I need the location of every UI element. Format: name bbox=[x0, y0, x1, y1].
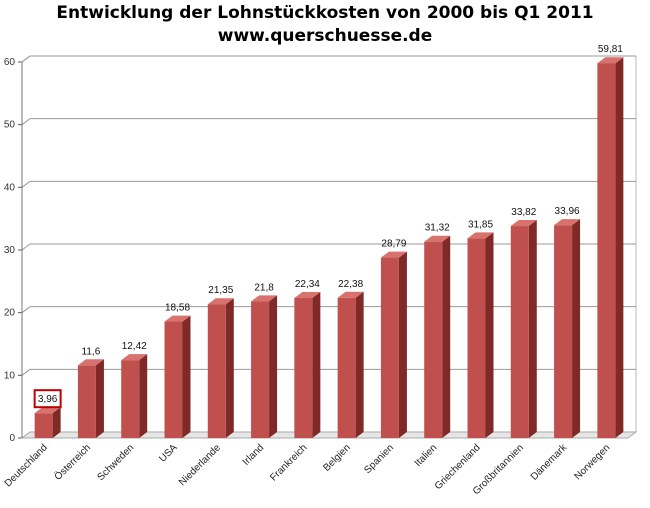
chart-title: Entwicklung der Lohnstückkosten von 2000… bbox=[56, 3, 594, 23]
y-tick-label: 10 bbox=[4, 370, 16, 381]
bar bbox=[121, 360, 140, 438]
bar-top bbox=[164, 315, 191, 322]
data-label: 31,85 bbox=[468, 219, 493, 230]
category-label: Irland bbox=[241, 442, 266, 467]
bar-side bbox=[528, 220, 537, 438]
bar-side bbox=[398, 251, 407, 438]
bar bbox=[467, 238, 486, 438]
data-label: 18,58 bbox=[165, 303, 190, 314]
data-label: 21,35 bbox=[208, 285, 233, 296]
bar-top bbox=[121, 354, 148, 361]
data-label: 12,42 bbox=[122, 341, 147, 352]
category-label: Schweden bbox=[96, 442, 137, 483]
bar bbox=[34, 413, 53, 438]
bar bbox=[207, 304, 226, 438]
data-label: 21,8 bbox=[254, 282, 274, 293]
bar bbox=[510, 226, 529, 438]
bar bbox=[164, 321, 183, 438]
bar-top bbox=[34, 407, 61, 414]
plot-floor bbox=[20, 431, 638, 439]
gridline-depth bbox=[21, 368, 31, 376]
category-label: Belgien bbox=[321, 442, 352, 473]
category-label: Deutschland bbox=[3, 442, 50, 489]
bar bbox=[424, 241, 443, 438]
bar-side bbox=[485, 232, 494, 438]
bar bbox=[251, 301, 270, 438]
category-label: Norwegen bbox=[572, 442, 612, 482]
category-label: Spanien bbox=[362, 442, 396, 476]
bar-top bbox=[380, 251, 407, 258]
bar-side bbox=[52, 407, 61, 438]
bar-top bbox=[294, 292, 321, 299]
y-tick-label: 60 bbox=[4, 57, 16, 68]
y-tick-label: 20 bbox=[4, 308, 16, 319]
bar bbox=[380, 257, 399, 438]
category-label: Österreich bbox=[52, 442, 93, 483]
bar-top bbox=[207, 298, 234, 305]
highlight-box bbox=[33, 389, 62, 409]
data-label: 59,81 bbox=[598, 44, 623, 55]
gridline-depth bbox=[21, 180, 31, 188]
y-tick-label: 50 bbox=[4, 120, 16, 131]
data-label: 22,38 bbox=[338, 279, 363, 290]
bar-top bbox=[337, 291, 364, 298]
y-tick-label: 0 bbox=[9, 433, 15, 444]
bar bbox=[597, 63, 616, 438]
bar-side bbox=[442, 235, 451, 438]
gridline-depth bbox=[21, 118, 31, 126]
category-label: Frankreich bbox=[268, 442, 309, 483]
data-label: 33,96 bbox=[555, 206, 580, 217]
category-label: USA bbox=[157, 442, 180, 465]
gridline-depth bbox=[21, 306, 31, 314]
bar-side bbox=[312, 292, 321, 438]
bar-top bbox=[554, 219, 581, 226]
bar-side bbox=[572, 219, 581, 438]
data-label: 33,82 bbox=[511, 207, 536, 218]
data-label: 31,32 bbox=[425, 223, 450, 234]
bar-top bbox=[424, 235, 451, 242]
bar-side bbox=[615, 57, 624, 438]
bar-top bbox=[77, 359, 104, 366]
bar-side bbox=[182, 315, 191, 438]
bar-side bbox=[269, 295, 278, 438]
bar-top bbox=[597, 57, 624, 64]
category-label: Italien bbox=[413, 442, 440, 469]
bar-side bbox=[225, 298, 234, 438]
bar-top bbox=[467, 232, 494, 239]
gridline-depth bbox=[21, 243, 31, 251]
data-label: 22,34 bbox=[295, 279, 320, 290]
data-label: 3,96 bbox=[38, 394, 58, 405]
y-tick-label: 40 bbox=[4, 182, 16, 193]
bar bbox=[554, 225, 573, 438]
bar bbox=[337, 297, 356, 438]
bar bbox=[294, 298, 313, 438]
bar-top bbox=[251, 295, 278, 302]
bar-top bbox=[510, 220, 537, 227]
bar-side bbox=[139, 354, 148, 438]
category-label: Niederlande bbox=[177, 442, 223, 488]
bar-side bbox=[95, 359, 104, 438]
bar-side bbox=[355, 291, 364, 438]
chart-subtitle: www.querschuesse.de bbox=[217, 26, 433, 46]
data-label: 28,79 bbox=[381, 239, 406, 250]
y-tick-label: 30 bbox=[4, 245, 16, 256]
category-label: Dänemark bbox=[529, 442, 570, 483]
data-label: 11,6 bbox=[82, 346, 101, 357]
y-axis-depth bbox=[21, 55, 31, 63]
bar bbox=[77, 365, 96, 438]
